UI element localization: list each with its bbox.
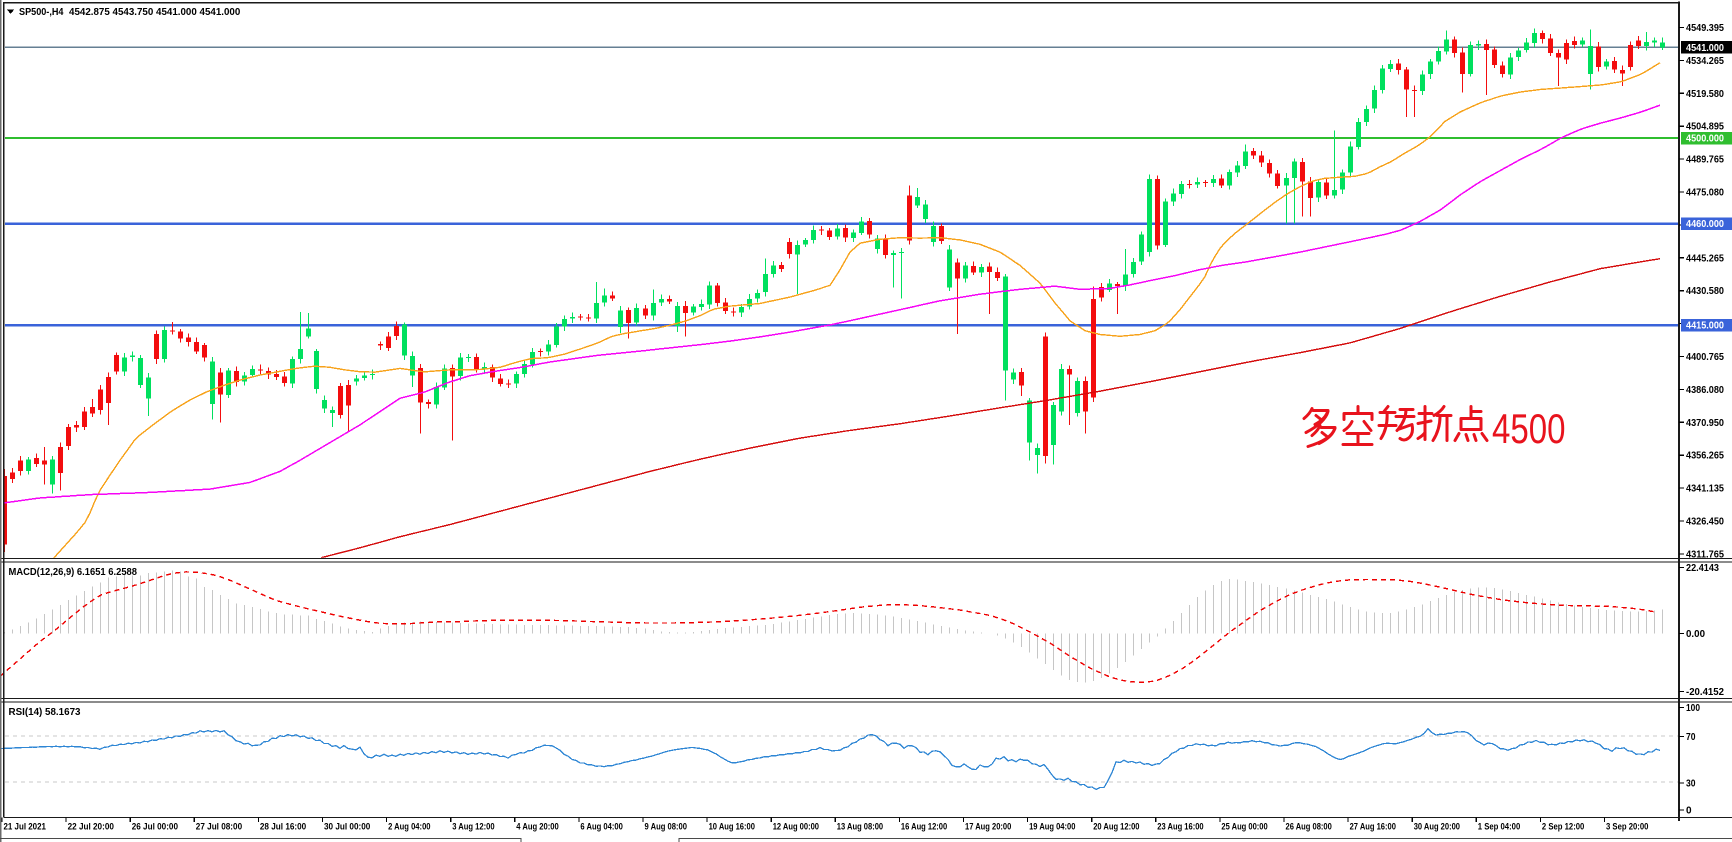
svg-text:MACD(12,26,9) 6.1651 6.2588: MACD(12,26,9) 6.1651 6.2588 [9,566,138,578]
svg-text:4415.000: 4415.000 [1686,321,1724,332]
svg-text:4370.950: 4370.950 [1686,418,1724,429]
svg-text:28 Jul 16:00: 28 Jul 16:00 [260,822,306,833]
svg-text:4534.265: 4534.265 [1686,56,1724,67]
svg-text:2 Aug 04:00: 2 Aug 04:00 [388,822,430,833]
svg-text:19 Aug 04:00: 19 Aug 04:00 [1029,822,1075,833]
svg-text:0: 0 [1686,806,1692,817]
svg-text:4311.765: 4311.765 [1686,549,1724,560]
svg-text:30 Aug 20:00: 30 Aug 20:00 [1414,822,1460,833]
svg-text:26 Aug 08:00: 26 Aug 08:00 [1286,822,1332,833]
svg-text:4541.000: 4541.000 [1686,43,1724,54]
svg-text:4500.000: 4500.000 [1686,134,1724,145]
svg-text:23 Aug 16:00: 23 Aug 16:00 [1157,822,1203,833]
svg-text:4460.000: 4460.000 [1686,219,1724,230]
svg-text:3 Sep 20:00: 3 Sep 20:00 [1606,822,1648,833]
svg-text:4500: 4500 [1492,405,1566,452]
svg-text:26 Jul 00:00: 26 Jul 00:00 [132,822,178,833]
svg-text:4504.895: 4504.895 [1686,122,1724,133]
svg-text:4489.765: 4489.765 [1686,155,1724,166]
svg-text:4549.395: 4549.395 [1686,23,1724,34]
svg-text:4542.875 4543.750 4541.000 454: 4542.875 4543.750 4541.000 4541.000 [69,6,240,18]
svg-text:10 Aug 16:00: 10 Aug 16:00 [709,822,755,833]
svg-text:3 Aug 12:00: 3 Aug 12:00 [452,822,494,833]
svg-text:30 Jul 00:00: 30 Jul 00:00 [324,822,370,833]
svg-text:16 Aug 12:00: 16 Aug 12:00 [901,822,947,833]
svg-text:30: 30 [1686,778,1696,789]
svg-text:4519.580: 4519.580 [1686,89,1724,100]
svg-text:6 Aug 04:00: 6 Aug 04:00 [580,822,622,833]
svg-text:4386.080: 4386.080 [1686,385,1724,396]
svg-text:27 Jul 08:00: 27 Jul 08:00 [196,822,242,833]
svg-text:4400.765: 4400.765 [1686,352,1724,363]
svg-text:4430.580: 4430.580 [1686,286,1724,297]
svg-text:12 Aug 00:00: 12 Aug 00:00 [773,822,819,833]
svg-text:0.00: 0.00 [1686,629,1705,640]
svg-text:17 Aug 20:00: 17 Aug 20:00 [965,822,1011,833]
svg-text:4356.265: 4356.265 [1686,451,1724,462]
svg-text:13 Aug 08:00: 13 Aug 08:00 [837,822,883,833]
svg-text:25 Aug 00:00: 25 Aug 00:00 [1221,822,1267,833]
svg-text:20 Aug 12:00: 20 Aug 12:00 [1093,822,1139,833]
svg-text:4445.265: 4445.265 [1686,253,1724,264]
svg-text:-20.4152: -20.4152 [1686,687,1724,698]
svg-text:70: 70 [1686,732,1696,743]
svg-text:RSI(14) 58.1673: RSI(14) 58.1673 [9,706,81,718]
svg-text:SP500-,H4: SP500-,H4 [19,6,64,18]
svg-text:1 Sep 04:00: 1 Sep 04:00 [1478,822,1520,833]
svg-text:21 Jul 2021: 21 Jul 2021 [4,822,47,833]
svg-text:2 Sep 12:00: 2 Sep 12:00 [1542,822,1584,833]
svg-text:4475.080: 4475.080 [1686,188,1724,199]
svg-text:4341.135: 4341.135 [1686,484,1724,495]
svg-text:9 Aug 08:00: 9 Aug 08:00 [645,822,687,833]
svg-text:4 Aug 20:00: 4 Aug 20:00 [516,822,558,833]
svg-text:22.4143: 22.4143 [1686,563,1719,574]
svg-text:4326.450: 4326.450 [1686,517,1724,528]
svg-text:100: 100 [1686,703,1700,714]
svg-text:27 Aug 16:00: 27 Aug 16:00 [1350,822,1396,833]
svg-text:22 Jul 20:00: 22 Jul 20:00 [68,822,114,833]
